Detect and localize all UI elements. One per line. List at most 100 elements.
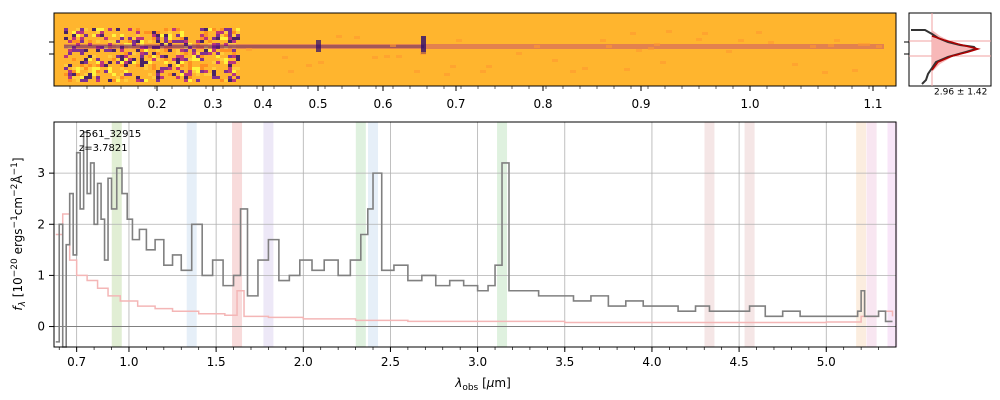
- image-pixel: [104, 46, 108, 49]
- image-pixel: [224, 37, 228, 40]
- image-pixel: [124, 73, 128, 76]
- image-pixel: [132, 43, 136, 46]
- image-pixel: [552, 59, 558, 62]
- image-pixel: [738, 39, 744, 42]
- image-pixel: [168, 46, 172, 49]
- image-pixel: [184, 79, 188, 82]
- image-pixel: [80, 37, 84, 40]
- image-pixel: [188, 64, 192, 67]
- image-pixel: [156, 52, 160, 55]
- image-pixel: [212, 28, 216, 31]
- image-pixel: [228, 64, 232, 67]
- image-pixel: [140, 61, 144, 64]
- image-pixel: [184, 73, 188, 76]
- image-pixel: [144, 67, 148, 70]
- image-pixel: [132, 61, 136, 64]
- y-tick-label: 2: [37, 217, 45, 231]
- image-pixel: [196, 46, 200, 49]
- image-pixel: [164, 40, 168, 43]
- image-pixel: [654, 43, 660, 46]
- image-pixel: [140, 58, 144, 61]
- image-pixel: [160, 76, 164, 79]
- image-pixel: [534, 45, 540, 48]
- image-pixel: [232, 55, 236, 58]
- image-pixel: [136, 37, 140, 40]
- image-pixel: [116, 58, 120, 61]
- image-pixel: [128, 58, 132, 61]
- image-pixel: [112, 79, 116, 82]
- image-pixel: [120, 73, 124, 76]
- image-pixel: [76, 49, 80, 52]
- image-pixel: [100, 61, 104, 64]
- image-pixel: [108, 49, 112, 52]
- image-x-tick-label: 1.1: [863, 97, 882, 111]
- image-pixel: [160, 34, 164, 37]
- image-pixel: [212, 76, 216, 79]
- image-pixel: [136, 64, 140, 67]
- image-pixel: [140, 52, 144, 55]
- image-pixel: [188, 79, 192, 82]
- image-pixel: [192, 58, 196, 61]
- image-pixel: [156, 34, 160, 37]
- image-pixel: [212, 46, 216, 49]
- image-pixel: [128, 52, 132, 55]
- image-pixel: [136, 28, 140, 31]
- profile-fit-line: [931, 35, 981, 71]
- image-pixel: [88, 64, 92, 67]
- image-pixel: [396, 55, 402, 58]
- image-pixel: [64, 37, 68, 40]
- image-pixel: [200, 70, 204, 73]
- profile-panel: 2.96 ± 1.42: [904, 12, 992, 98]
- image-pixel: [188, 46, 192, 49]
- image-pixel: [236, 34, 240, 37]
- image-pixel: [208, 52, 212, 55]
- image-pixel: [390, 44, 396, 47]
- image-x-tick-label: 0.3: [203, 97, 222, 111]
- image-pixel: [72, 70, 76, 73]
- image-pixel: [120, 55, 124, 58]
- image-pixel: [76, 67, 80, 70]
- image-pixel: [92, 70, 96, 73]
- image-pixel: [96, 67, 100, 70]
- image-pixel: [140, 37, 144, 40]
- image-pixel: [168, 67, 172, 70]
- image-pixel: [164, 46, 168, 49]
- image-pixel: [232, 46, 236, 49]
- image-pixel: [180, 49, 184, 52]
- image-pixel: [630, 32, 636, 35]
- image-pixel: [116, 28, 120, 31]
- image-pixel: [288, 70, 294, 73]
- image-x-tick-label: 0.6: [373, 97, 392, 111]
- image-pixel: [76, 79, 80, 82]
- image-pixel: [64, 46, 68, 49]
- redshift-label: z=3.7821: [79, 143, 128, 154]
- image-pixel: [696, 38, 702, 41]
- y-tick-label: 3: [37, 166, 45, 180]
- image-pixel: [148, 31, 152, 34]
- x-tick-label: 2.0: [294, 355, 313, 369]
- image-pixel: [96, 40, 100, 43]
- image-pixel: [64, 28, 68, 31]
- image-pixel: [232, 70, 236, 73]
- image-pixel: [702, 32, 708, 35]
- x-tick-label: 1.0: [119, 355, 138, 369]
- y-axis-label: fλ [10−20 ergs−1cm−2Å−1]: [10, 157, 28, 310]
- image-pixel: [76, 40, 80, 43]
- image-pixel: [112, 40, 116, 43]
- image-pixel: [188, 70, 192, 73]
- image-pixel: [124, 79, 128, 82]
- image-pixel: [232, 37, 236, 40]
- image-pixel: [116, 43, 120, 46]
- image-pixel: [228, 70, 232, 73]
- image-pixel: [220, 37, 224, 40]
- image-pixel: [336, 35, 342, 38]
- image-pixel: [192, 70, 196, 73]
- image-pixel: [96, 76, 100, 79]
- image-pixel: [354, 36, 360, 39]
- plot-frame: [53, 121, 897, 348]
- image-pixel: [204, 49, 208, 52]
- image-pixel: [168, 37, 172, 40]
- image-pixel: [224, 28, 228, 31]
- y-tick-label: 0: [37, 320, 45, 334]
- image-pixel: [64, 31, 68, 34]
